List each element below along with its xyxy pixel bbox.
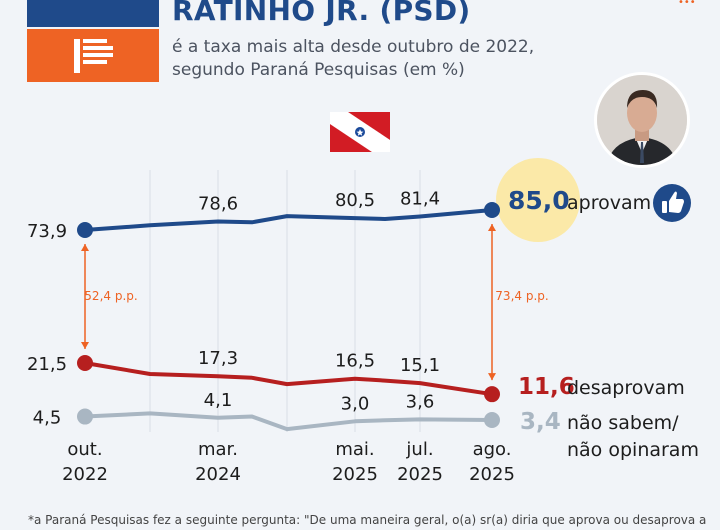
- unknown-value-label: 4,1: [204, 390, 233, 411]
- x-axis-labels: out. 2022 mar. 2024 mai. 2025 jul. 2025 ago. 2025: [62, 439, 515, 485]
- unknown-end-name-line1: não sabem/: [567, 412, 679, 434]
- unknown-end-name-line2: não opinaram: [567, 439, 699, 461]
- disapprove-value-label: 16,5: [335, 351, 375, 372]
- x-tick-label-line1: mai.: [335, 439, 374, 460]
- unknown-value-label: 3,0: [341, 393, 370, 414]
- x-tick-label-line2: 2025: [332, 464, 378, 485]
- approve-value-label: 80,5: [335, 190, 375, 211]
- thumbs-up-icon: [653, 184, 691, 222]
- brand-bar: [27, 0, 159, 27]
- unknown-point-8: [484, 412, 500, 428]
- gap-label: 52,4 p.p.: [84, 289, 137, 303]
- x-tick-label-line2: 2022: [62, 464, 108, 485]
- approve-value-label: 81,4: [400, 189, 440, 210]
- disapprove-point-8: [484, 386, 500, 403]
- governor-photo: [594, 72, 690, 168]
- disapprove-end-value: 11,6: [518, 374, 575, 400]
- unknown-end-value: 3,4: [520, 409, 561, 435]
- approve-point-0: [77, 222, 93, 238]
- gap-arrow-head-bottom: [81, 341, 89, 349]
- governor-photo-illustration: [597, 75, 687, 165]
- approve-end-value: 85,0: [508, 186, 570, 215]
- highlight-circle: [496, 158, 580, 242]
- gap-label: 73,4 p.p.: [495, 289, 548, 303]
- unknown-value-label: 4,5: [33, 408, 62, 429]
- footnote: *a Paraná Pesquisas fez a seguinte pergu…: [28, 513, 707, 527]
- approve-point-8: [484, 202, 500, 219]
- x-tick-label-line1: jul.: [405, 439, 433, 460]
- x-tick-label-line2: 2024: [195, 464, 241, 485]
- disapprove-value-label: 17,3: [198, 348, 238, 369]
- x-tick-label-line2: 2025: [397, 464, 443, 485]
- x-tick-label-line1: out.: [67, 439, 102, 460]
- disapprove-point-0: [77, 354, 93, 371]
- x-tick-label-line1: ago.: [473, 439, 512, 460]
- approve-value-label: 73,9: [27, 221, 67, 242]
- approve-end-name: aprovam: [567, 192, 651, 214]
- value-labels: 73,9 78,6 80,5 81,4 21,5 17,3 16,5 15,1 4,5 4,1 3,…: [27, 189, 440, 429]
- subtitle-line-2: segundo Paraná Pesquisas (em %): [172, 60, 465, 80]
- unknown-point-0: [77, 408, 93, 425]
- gap-arrow-head-top: [81, 244, 89, 251]
- parana-flag-icon: [330, 112, 390, 152]
- unknown-value-label: 3,6: [406, 391, 435, 412]
- vertical-grid: [149, 170, 421, 432]
- approve-value-label: 78,6: [198, 194, 238, 215]
- unknown-line: [84, 411, 493, 432]
- x-tick-label-line2: 2025: [469, 464, 515, 485]
- approve-line: [84, 208, 493, 232]
- series-lines: [84, 208, 493, 432]
- disapprove-end-name: desaprovam: [567, 377, 685, 399]
- publisher-logo: [27, 29, 159, 82]
- disapprove-line: [84, 361, 493, 397]
- publisher-logo-mark: [74, 39, 113, 73]
- series-points: [77, 202, 500, 428]
- corner-dots-icon: •••: [678, 0, 696, 8]
- disapprove-value-label: 21,5: [27, 354, 67, 375]
- gap-arrow-head-bottom: [488, 373, 496, 381]
- x-tick-label-line1: mar.: [198, 439, 238, 460]
- disapprove-value-label: 15,1: [400, 355, 440, 376]
- page-title: RATINHO JR. (PSD): [172, 0, 471, 27]
- gap-arrows: 52,4 p.p. 73,4 p.p.: [81, 224, 549, 381]
- gap-arrow-head-top: [488, 224, 496, 232]
- subtitle-line-1: é a taxa mais alta desde outubro de 2022…: [172, 37, 535, 57]
